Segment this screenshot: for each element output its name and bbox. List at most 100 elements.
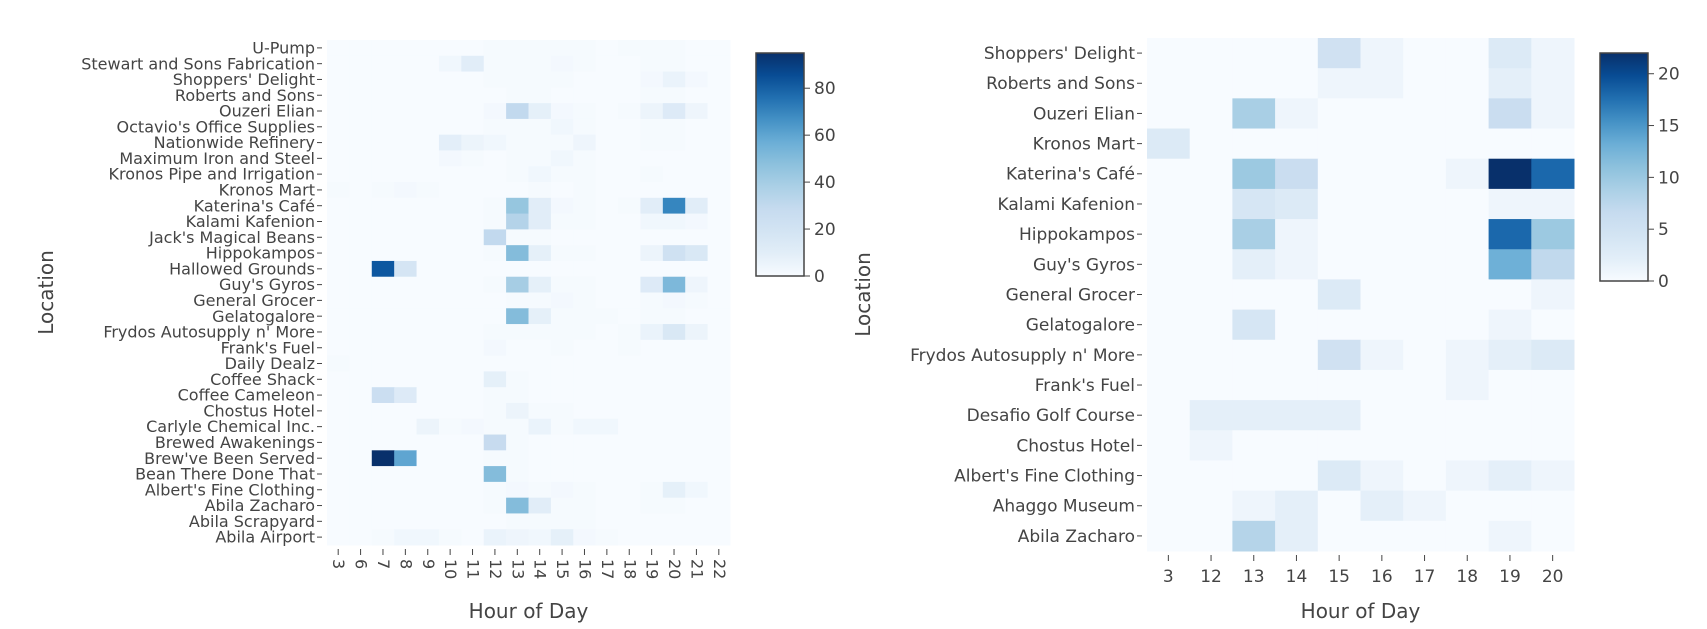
heatmap-cell	[573, 260, 597, 278]
heatmap-cell	[349, 402, 373, 420]
heatmap-cell	[685, 355, 709, 372]
heatmap-cell	[707, 387, 731, 404]
heatmap-cell	[1488, 400, 1532, 431]
heatmap-cell	[1360, 38, 1404, 69]
heatmap-cell	[640, 276, 664, 293]
heatmap-cell	[573, 450, 597, 467]
heatmap-cell	[461, 87, 485, 104]
heatmap-cell	[685, 87, 709, 104]
heatmap-cell	[640, 87, 664, 104]
heatmap-cell	[550, 245, 574, 262]
heatmap-cell	[438, 134, 462, 151]
heatmap-cell	[528, 71, 552, 88]
heatmap-cell	[483, 197, 507, 215]
heatmap-cell	[506, 418, 529, 436]
heatmap-cell	[1360, 339, 1404, 371]
heatmap-cell	[595, 103, 619, 120]
heatmap-cell	[394, 276, 418, 293]
heatmap-cell	[461, 355, 485, 372]
heatmap-cell	[1189, 249, 1233, 280]
heatmap-cell	[1232, 369, 1276, 401]
heatmap-cell	[573, 529, 597, 546]
heatmap-cell	[416, 513, 440, 530]
y-tick-label: Hippokampos	[1019, 225, 1135, 245]
heatmap-cell	[349, 87, 373, 104]
heatmap-cell	[1232, 98, 1276, 130]
heatmap-cell	[371, 276, 395, 293]
heatmap-cell	[662, 103, 686, 120]
heatmap-cell	[528, 87, 552, 104]
heatmap-cell	[483, 260, 507, 278]
heatmap-cell	[1445, 339, 1490, 371]
heatmap-cell	[327, 371, 350, 388]
heatmap-cell	[438, 402, 462, 420]
heatmap-cell	[595, 213, 619, 230]
heatmap-cell	[618, 103, 641, 120]
heatmap-cell	[573, 55, 597, 73]
heatmap-cell	[1275, 490, 1319, 522]
heatmap-cell	[438, 213, 462, 230]
heatmap-cell	[618, 55, 641, 73]
heatmap-cell	[662, 355, 686, 372]
heatmap-cell	[394, 481, 418, 499]
heatmap-cell	[550, 55, 574, 73]
heatmap-cell	[573, 292, 597, 309]
heatmap-cell	[371, 402, 395, 420]
heatmap-cell	[640, 229, 664, 246]
heatmap-cell	[438, 260, 462, 278]
y-tick-label: Guy's Gyros	[219, 275, 315, 294]
heatmap-cell	[506, 71, 529, 88]
x-tick-label: 17	[598, 559, 617, 579]
y-tick-label: Coffee Shack	[210, 370, 316, 389]
heatmap-cell	[1147, 369, 1191, 401]
heatmap-cell	[461, 529, 485, 546]
heatmap-cell	[461, 292, 485, 309]
heatmap-cell	[528, 529, 552, 546]
heatmap-cell	[1275, 430, 1319, 461]
heatmap-cell	[528, 213, 552, 230]
heatmap-cell	[707, 229, 731, 246]
heatmap-cell	[573, 387, 597, 404]
heatmap-cell	[1531, 98, 1575, 130]
heatmap-cell	[416, 182, 440, 199]
heatmap-cell	[640, 434, 664, 451]
heatmap-cell	[1403, 520, 1447, 552]
heatmap-cell	[394, 150, 418, 167]
heatmap-cell	[349, 260, 373, 278]
heatmap-cell	[1403, 490, 1447, 522]
heatmap-cell	[1232, 279, 1276, 311]
heatmap-cell	[528, 229, 552, 246]
heatmap-cell	[618, 355, 641, 372]
heatmap-cell	[1403, 219, 1447, 250]
heatmap-cell	[1488, 128, 1532, 160]
y-tick-label: Frank's Fuel	[1035, 376, 1135, 396]
heatmap-cell	[349, 355, 373, 372]
heatmap-cell	[461, 308, 485, 325]
heatmap-cell	[1445, 38, 1490, 69]
heatmap-cell	[1403, 369, 1447, 401]
heatmap-cell	[1360, 158, 1404, 190]
heatmap-cell	[595, 71, 619, 88]
heatmap-cell	[371, 260, 395, 278]
heatmap-cell	[394, 497, 418, 514]
heatmap-cell	[640, 324, 664, 341]
heatmap-cell	[394, 387, 418, 404]
heatmap-cell	[528, 245, 552, 262]
heatmap-cell	[685, 71, 709, 88]
heatmap-cell	[528, 418, 552, 436]
heatmap-cell	[371, 182, 395, 199]
heatmap-cell	[506, 213, 529, 230]
heatmap-cell	[461, 276, 485, 293]
heatmap-cell	[618, 213, 641, 230]
heatmap-cell	[1488, 490, 1532, 522]
heatmap-cell	[1360, 68, 1404, 99]
heatmap-cell	[506, 339, 529, 357]
heatmap-cell	[327, 339, 350, 357]
heatmap-cell	[506, 434, 529, 451]
heatmap-cell	[394, 229, 418, 246]
heatmap-cell	[528, 260, 552, 278]
heatmap-cell	[662, 40, 686, 57]
heatmap-cell	[1147, 520, 1191, 552]
heatmap-cell	[595, 434, 619, 451]
